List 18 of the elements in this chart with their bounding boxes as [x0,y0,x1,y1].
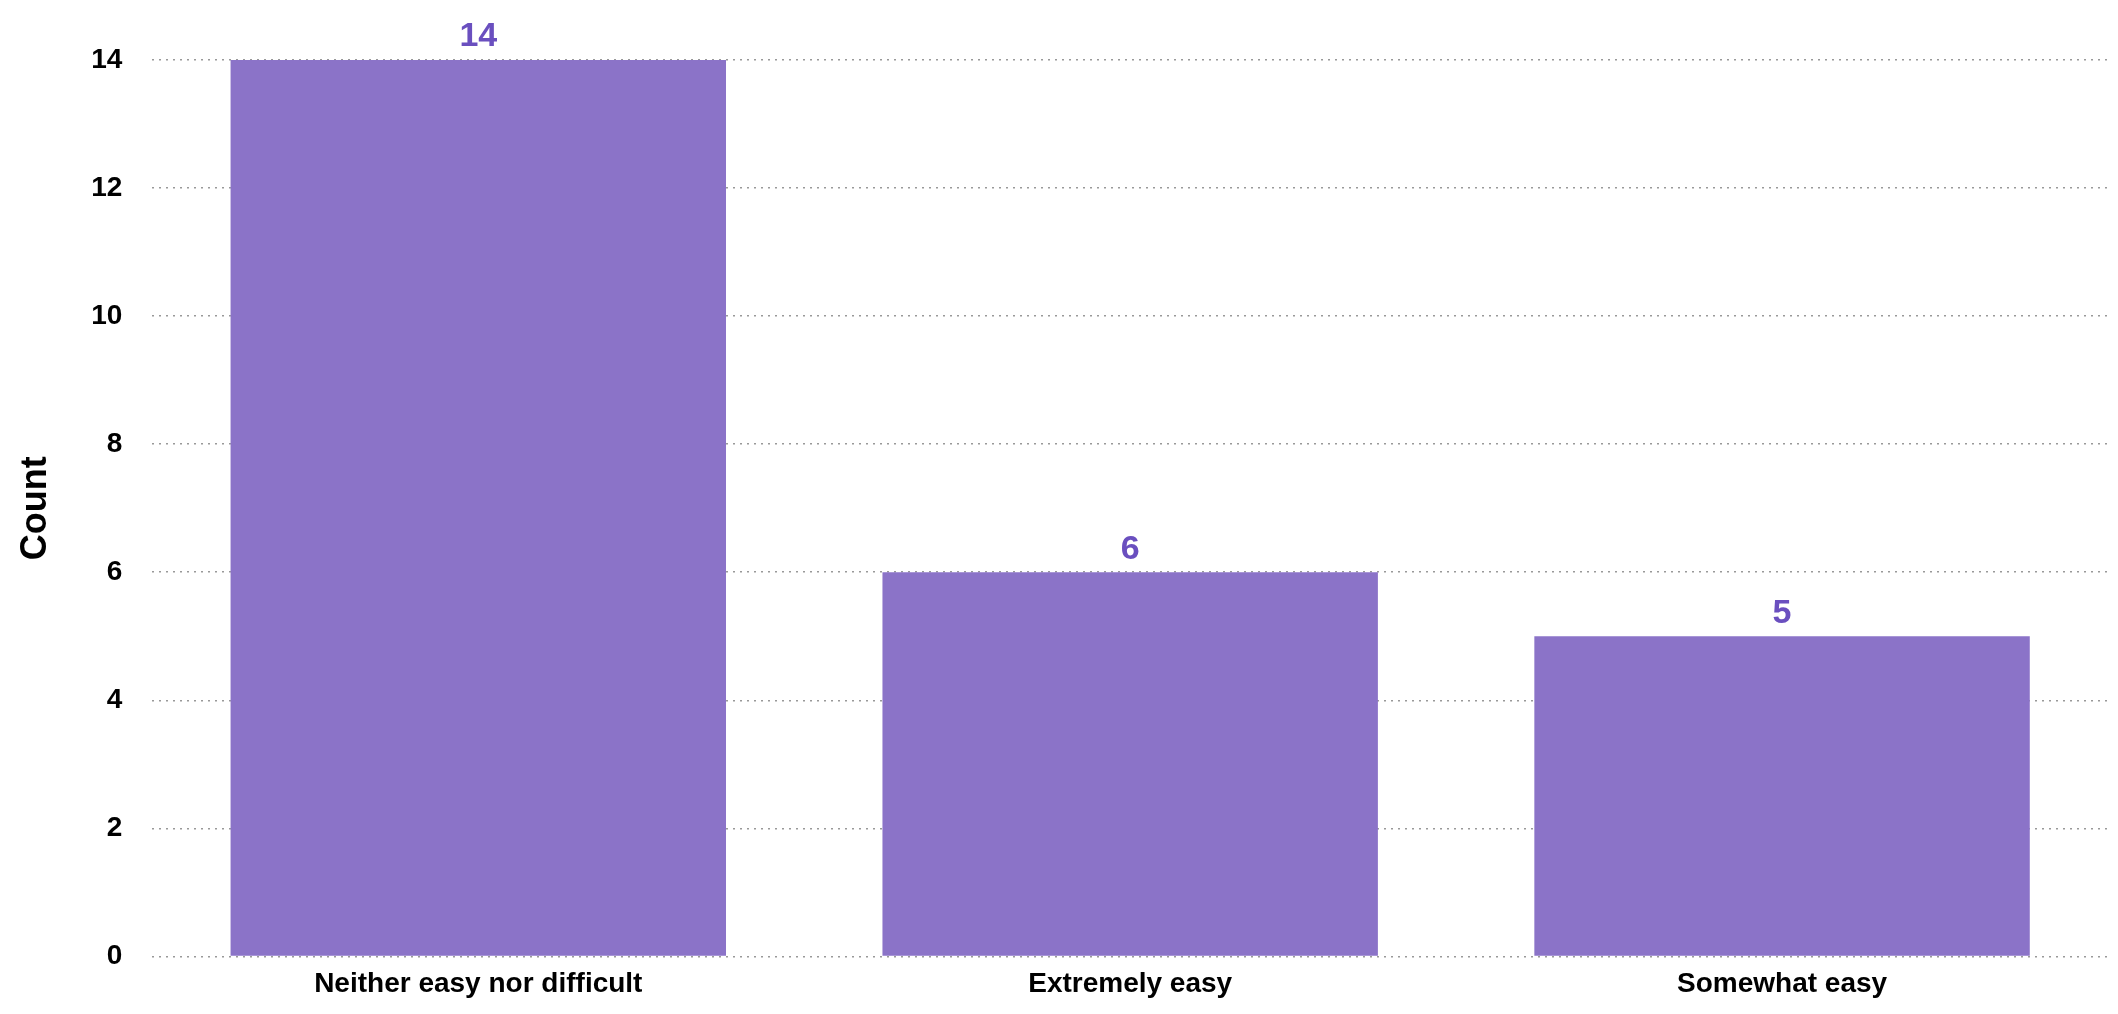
y-tick-label: 4 [106,683,123,714]
x-tick-label: Somewhat easy [1677,966,1888,998]
y-axis-title: Count [12,456,54,561]
y-tick-label: 8 [106,426,123,458]
y-tick-label: 10 [91,298,123,330]
bar [230,60,726,956]
x-tick-label: Extremely easy [1028,966,1233,998]
bar [882,572,1378,956]
y-tick-label: 2 [106,811,123,843]
data-label: 6 [1120,527,1140,566]
y-tick-label: 14 [91,42,123,74]
y-tick-label: 12 [91,170,123,202]
data-label: 5 [1772,591,1792,630]
x-tick-label: Neither easy nor difficult [314,966,643,998]
y-tick-label: 0 [106,939,123,971]
y-tick-label: 6 [106,554,123,586]
data-label: 14 [459,15,498,54]
bar [1534,636,2030,956]
